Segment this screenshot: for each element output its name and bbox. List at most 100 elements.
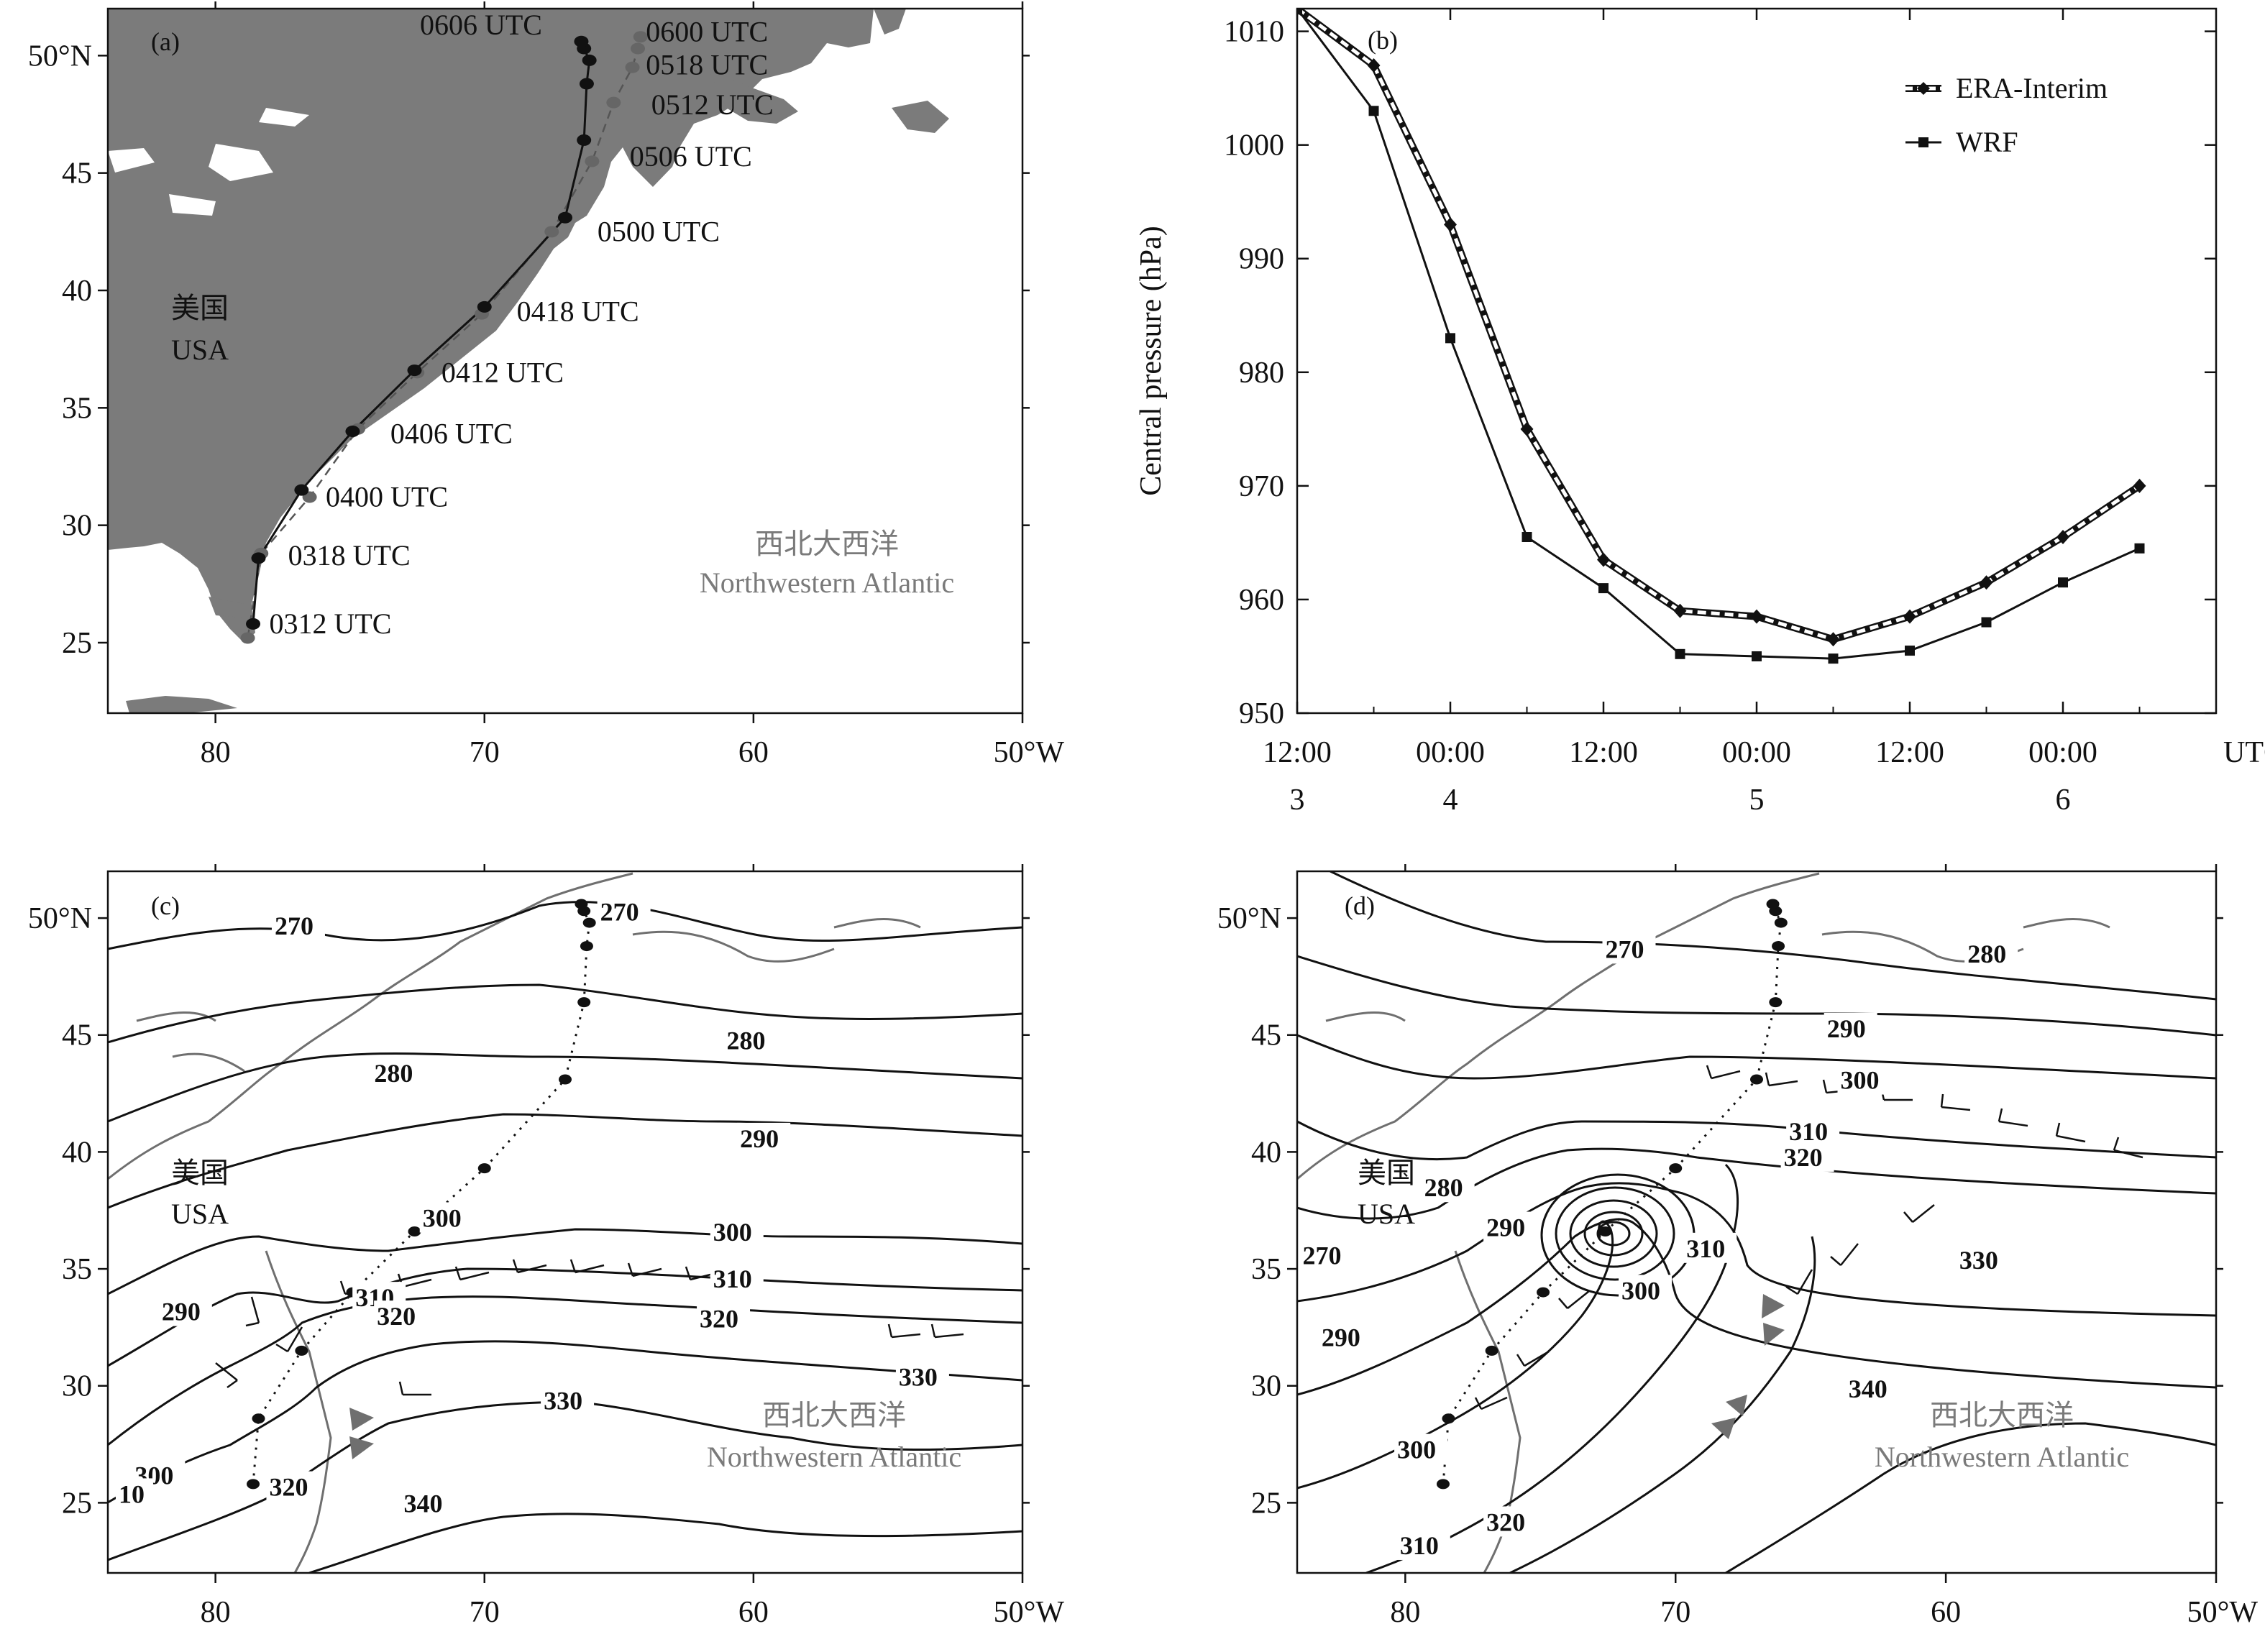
contour-label-bg	[271, 909, 325, 940]
era-track-point	[633, 31, 648, 43]
panel-a-xtick-label: 50°W	[994, 736, 1065, 769]
wrf-point	[1368, 106, 1379, 116]
contour-label: 280	[1967, 940, 2006, 968]
panel-d-track	[1436, 899, 1788, 1490]
panel-c-track-point	[575, 899, 588, 909]
panel-c-ytick-label: 50°N	[28, 902, 92, 935]
panel-c-land-label-cn: 美国	[171, 1157, 229, 1189]
legend-era-marker	[1917, 82, 1930, 95]
panel-d-contours	[1297, 871, 2216, 1573]
time-label: 0418 UTC	[517, 295, 639, 327]
panel-a-ytick-label: 50°N	[28, 40, 92, 73]
panel-b-xtick-day: 5	[1749, 784, 1765, 817]
panel-b-xtick-time: 00:00	[1722, 736, 1791, 769]
panel-b-ytick-label: 960	[1239, 584, 1284, 617]
panel-a-frame	[106, 7, 1024, 715]
panel-b-xtick-time: 12:00	[1263, 736, 1332, 769]
time-label: 0606 UTC	[420, 9, 542, 41]
contour-label-bg	[1299, 1239, 1353, 1270]
panel-d-track-point	[1669, 1163, 1683, 1174]
time-label: 0412 UTC	[441, 356, 564, 388]
wrf-track-point	[477, 300, 492, 313]
wrf-point	[1598, 583, 1609, 594]
panel-d-label: (d)	[1345, 891, 1375, 920]
contour-label: 10	[119, 1479, 145, 1508]
panel-d-isentropes	[1297, 871, 2216, 1573]
panel-a-label: (a)	[151, 27, 180, 56]
time-label: 0512 UTC	[651, 88, 774, 121]
wrf-track-point	[577, 134, 592, 146]
time-label: 0312 UTC	[269, 607, 391, 640]
era-interim-point	[1750, 609, 1763, 624]
era-interim-point	[1520, 421, 1534, 436]
contour-label-bg	[1956, 1244, 2010, 1275]
legend-era-label: ERA-Interim	[1956, 72, 2108, 104]
panel-b-axes: 950 960 970 980 990 1000 1010 12:00 3 00:00 4 12:00…	[1224, 9, 2265, 817]
time-label: 0506 UTC	[630, 140, 752, 173]
panel-d-track-point	[1766, 899, 1780, 909]
contour-label: 270	[275, 912, 314, 940]
panel-c-axes: 80 70 60 50°W 50°N 45 40 35 30 25	[28, 864, 1064, 1629]
panel-c-wind-barbs	[215, 1259, 964, 1396]
panel-b-xtick-time: 00:00	[2028, 736, 2097, 769]
panel-c-ytick-label: 35	[62, 1253, 92, 1286]
panel-c-track-point	[582, 917, 596, 928]
panel-b-ytick-label: 970	[1239, 470, 1284, 503]
panel-d-ytick-label: 40	[1251, 1136, 1281, 1169]
wrf-point	[2058, 577, 2068, 588]
panel-b-ytick-label: 990	[1239, 243, 1284, 276]
contour-label-bg	[374, 1300, 428, 1331]
time-label: 0500 UTC	[598, 215, 720, 247]
contour-label: 290	[1322, 1323, 1360, 1352]
panel-d-ytick-label: 35	[1251, 1253, 1281, 1286]
contour-label-bg	[1483, 1506, 1537, 1537]
contour-label: 320	[1486, 1508, 1525, 1536]
panel-d-ytick-label: 50°N	[1217, 902, 1281, 935]
panel-d-track-point	[1774, 917, 1788, 928]
panel-a-land-label-en: USA	[171, 334, 229, 366]
era-track-point	[585, 155, 600, 168]
wrf-line	[1297, 9, 2141, 660]
panel-d-ocean-label-cn: 西北大西洋	[1930, 1399, 2074, 1431]
panel-a-land-label-cn: 美国	[171, 292, 229, 324]
panel-a-xtick-label: 80	[201, 736, 231, 769]
contour-label-bg	[1421, 1172, 1475, 1203]
wrf-point	[1522, 532, 1532, 542]
wrf-point	[1445, 333, 1455, 344]
panel-c-track-point	[580, 941, 593, 952]
contour-label-bg	[597, 896, 651, 927]
wrf-track-point	[345, 426, 360, 437]
era-track-point	[544, 226, 559, 238]
panel-c-xtick-label: 60	[738, 1596, 769, 1629]
time-label: 0406 UTC	[390, 417, 513, 449]
contour-label-bg	[895, 1361, 949, 1392]
contour-label: 320	[1784, 1143, 1823, 1172]
contour-label: 310	[713, 1265, 752, 1293]
contour-label: 290	[1827, 1014, 1866, 1043]
panel-c-contours	[108, 872, 1022, 1573]
panel-d-frame	[1296, 870, 2218, 1574]
contour-label: 330	[544, 1386, 582, 1415]
legend-wrf-marker	[1918, 137, 1928, 147]
era-interim-point	[1980, 575, 1993, 590]
era-interim-point	[1597, 552, 1610, 567]
era-track-point	[606, 96, 621, 109]
contour-label: 290	[1486, 1213, 1525, 1242]
contour-label: 280	[726, 1026, 765, 1055]
wrf-track-point	[407, 364, 422, 377]
contour-label: 320	[269, 1473, 308, 1502]
panel-d-xtick-label: 50°W	[2187, 1596, 2259, 1629]
contour-label: 300	[1397, 1436, 1436, 1464]
contour-label-bg	[419, 1202, 473, 1233]
contour-label: 340	[404, 1489, 443, 1518]
panel-d-wind-barbs	[1474, 1065, 2143, 1410]
panel-c-theta-map: (c) 80 70 60 50°W 50°N 45 40 35 30 25 270 270 280 28…	[28, 864, 1064, 1629]
contour-label-bg	[115, 1478, 153, 1509]
contour-label-bg	[737, 1122, 791, 1153]
wrf-point	[2134, 543, 2145, 554]
contour-label-bg	[1318, 1321, 1372, 1352]
panel-d-land-label-cn: 美国	[1358, 1157, 1415, 1189]
panel-d-ytick-label: 25	[1251, 1487, 1281, 1520]
contour-label-bg	[401, 1487, 454, 1518]
